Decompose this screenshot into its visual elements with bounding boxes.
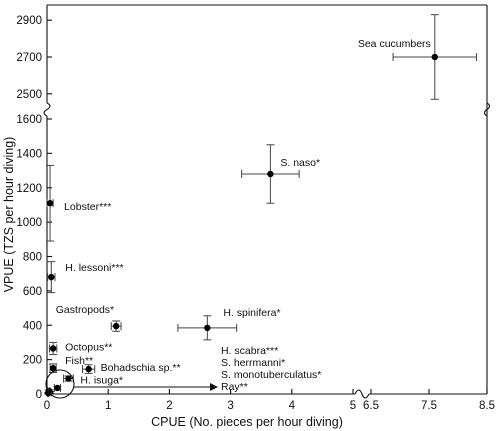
point-label: H. isuga* <box>80 375 123 387</box>
point-marker <box>54 384 61 392</box>
x-tick-label: 3 <box>227 400 233 412</box>
y-tick-label: 200 <box>23 355 42 367</box>
x-tick-label: 0 <box>44 400 50 412</box>
x-tick-label: 2 <box>166 400 172 412</box>
data-point <box>53 383 62 392</box>
cluster-annotation: Ray** <box>221 381 248 393</box>
y-tick-label: 2900 <box>16 15 42 27</box>
cluster-annotation: H. scabra*** <box>221 345 278 357</box>
y-tick-label: 1200 <box>16 183 42 195</box>
y-tick-label: 800 <box>23 252 42 264</box>
x-tick-label: 8.5 <box>479 400 495 412</box>
point-label: H. lessoni*** <box>65 262 123 274</box>
data-point <box>177 315 238 341</box>
data-point <box>81 364 96 374</box>
y-axis-title: VPUE (TZS per hour diving) <box>2 137 16 293</box>
y-axis-break <box>43 102 51 117</box>
point-marker <box>204 324 211 332</box>
point-label: Sea cucumbers <box>358 38 431 50</box>
point-label: Lobster*** <box>64 201 111 213</box>
y-tick-label: 2700 <box>16 52 42 64</box>
point-marker <box>45 389 52 397</box>
point-marker <box>85 365 92 373</box>
data-point <box>48 341 58 355</box>
point-marker <box>112 322 120 330</box>
point-marker <box>46 200 54 207</box>
point-marker <box>65 375 72 382</box>
data-point <box>47 261 56 294</box>
point-marker <box>49 345 57 352</box>
right-frame-break <box>483 102 491 117</box>
x-axis-break <box>354 389 370 399</box>
x-tick-label: 4 <box>289 400 296 412</box>
data-point <box>392 14 478 100</box>
y-tick-label: 2500 <box>16 89 42 101</box>
cluster-circle <box>45 369 75 399</box>
point-label: H. spinifera* <box>223 307 280 319</box>
y-tick-label: 0 <box>36 389 42 401</box>
y-tick-label: 600 <box>23 286 42 298</box>
cluster-annotation: S. monotuberculatus* <box>221 369 321 381</box>
data-point <box>46 164 55 242</box>
x-tick-label: 6.5 <box>363 400 379 412</box>
point-label: Fish** <box>65 355 93 367</box>
point-marker <box>49 365 57 372</box>
x-tick-label: 7.5 <box>421 400 437 412</box>
y-tick-label: 400 <box>23 320 42 332</box>
cluster-annotation: S. herrmanni* <box>221 357 285 369</box>
data-point <box>241 144 300 204</box>
point-marker <box>431 53 438 61</box>
data-point <box>110 320 122 332</box>
point-label: Bohadschia sp.** <box>101 362 181 374</box>
point-marker <box>48 273 55 281</box>
point-label: S. naso* <box>280 157 320 169</box>
x-tick-label: 5 <box>350 400 356 412</box>
x-axis-title: CPUE (No. pieces per hour diving) <box>151 415 343 429</box>
point-label: Octopus** <box>65 341 112 353</box>
point-label: Gastropods* <box>56 304 114 316</box>
x-tick-label: 1 <box>105 400 111 412</box>
cluster-arrowhead <box>210 383 218 391</box>
y-tick-label: 1400 <box>16 148 42 160</box>
y-tick-label: 1600 <box>16 114 42 126</box>
y-tick-label: 1000 <box>16 217 42 229</box>
point-marker <box>267 170 274 178</box>
